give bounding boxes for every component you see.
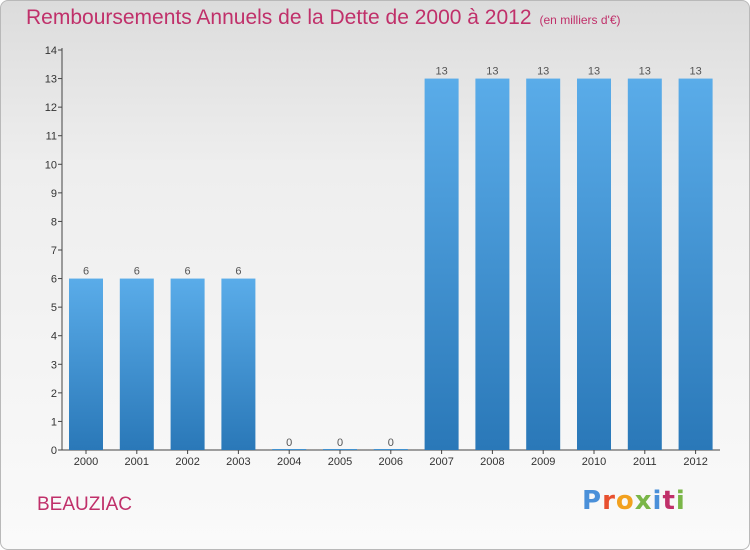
y-tick-label: 12 [45, 102, 57, 114]
data-label: 13 [486, 66, 498, 78]
y-tick-label: 1 [51, 416, 57, 428]
bar [119, 278, 154, 450]
x-tick-label: 2005 [328, 456, 352, 468]
x-tick-label: 2011 [633, 456, 657, 468]
y-tick-label: 11 [46, 131, 57, 143]
bar [475, 78, 510, 451]
x-tick-label: 2007 [429, 456, 453, 468]
bar [221, 278, 256, 450]
data-label: 6 [134, 266, 140, 278]
logo-letter: r [602, 486, 616, 516]
y-tick-label: 9 [51, 188, 57, 200]
place-name: BEAUZIAC [37, 494, 133, 515]
bar [424, 78, 459, 451]
x-tick-label: 2012 [683, 456, 707, 468]
logo-letter: x [634, 486, 653, 516]
bar [627, 78, 662, 451]
y-tick-label: 6 [51, 274, 57, 286]
bar [323, 449, 357, 450]
bar [577, 78, 611, 451]
x-tick-label: 2003 [226, 456, 250, 468]
y-tick-label: 13 [45, 74, 57, 86]
data-label: 0 [388, 437, 394, 449]
y-tick-label: 2 [51, 388, 57, 400]
bar [526, 78, 561, 451]
data-label: 13 [588, 66, 600, 78]
logo-letter: i [652, 486, 663, 516]
data-label: 0 [286, 437, 292, 449]
data-label: 0 [337, 437, 343, 449]
data-label: 13 [435, 66, 447, 78]
x-tick-label: 2009 [531, 456, 555, 468]
y-tick-label: 8 [51, 216, 57, 228]
chart-title: Remboursements Annuels de la Dette de 20… [26, 6, 621, 30]
y-tick-label: 3 [51, 359, 57, 371]
data-label: 6 [235, 266, 241, 278]
bar [170, 278, 205, 450]
data-label: 6 [83, 266, 89, 278]
bar [373, 449, 408, 450]
x-tick-label: 2004 [277, 456, 301, 468]
bar [69, 278, 103, 450]
y-tick-label: 7 [51, 245, 57, 257]
x-tick-label: 2006 [379, 456, 403, 468]
x-tick-label: 2010 [582, 456, 606, 468]
x-tick-label: 2002 [175, 456, 199, 468]
logo-letter: o [615, 486, 635, 516]
data-label: 13 [689, 66, 701, 78]
bar [678, 78, 713, 451]
logo-letter: t [662, 486, 676, 516]
chart-bars: 6 6 6 6 0 0 0 13 13 13 13 13 13 [69, 66, 713, 451]
y-tick-label: 4 [51, 331, 57, 343]
chart-title-text: Remboursements Annuels de la Dette de 20… [26, 6, 532, 29]
chart-unit: (en milliers d'€) [539, 13, 621, 27]
x-tick-label: 2000 [74, 456, 98, 468]
y-tick-label: 10 [45, 159, 57, 171]
logo-letter: P [582, 486, 603, 516]
proxiti-logo[interactable]: Proxiti [582, 486, 686, 516]
y-tick-label: 5 [51, 302, 57, 314]
data-label: 13 [639, 66, 651, 78]
y-tick-label: 14 [45, 45, 57, 57]
x-tick-label: 2001 [125, 456, 149, 468]
data-label: 6 [185, 266, 191, 278]
logo-letter: i [675, 486, 686, 516]
y-tick-label: 0 [51, 445, 57, 457]
x-tick-label: 2008 [480, 456, 504, 468]
data-label: 13 [537, 66, 549, 78]
bar [272, 449, 307, 450]
